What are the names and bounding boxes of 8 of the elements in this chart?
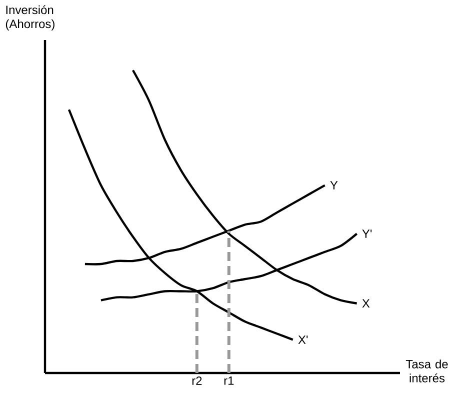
x-tick-label: r2 xyxy=(192,376,202,385)
series-label: X xyxy=(362,299,370,308)
y-axis-title: Inversión (Ahorros) xyxy=(6,5,54,31)
series-label: X' xyxy=(298,336,308,344)
x-tick-label: r1 xyxy=(224,376,234,385)
series-label: Y' xyxy=(362,230,372,238)
x-axis-title: Tasa de interés xyxy=(406,360,448,382)
series-label: Y xyxy=(330,181,338,190)
